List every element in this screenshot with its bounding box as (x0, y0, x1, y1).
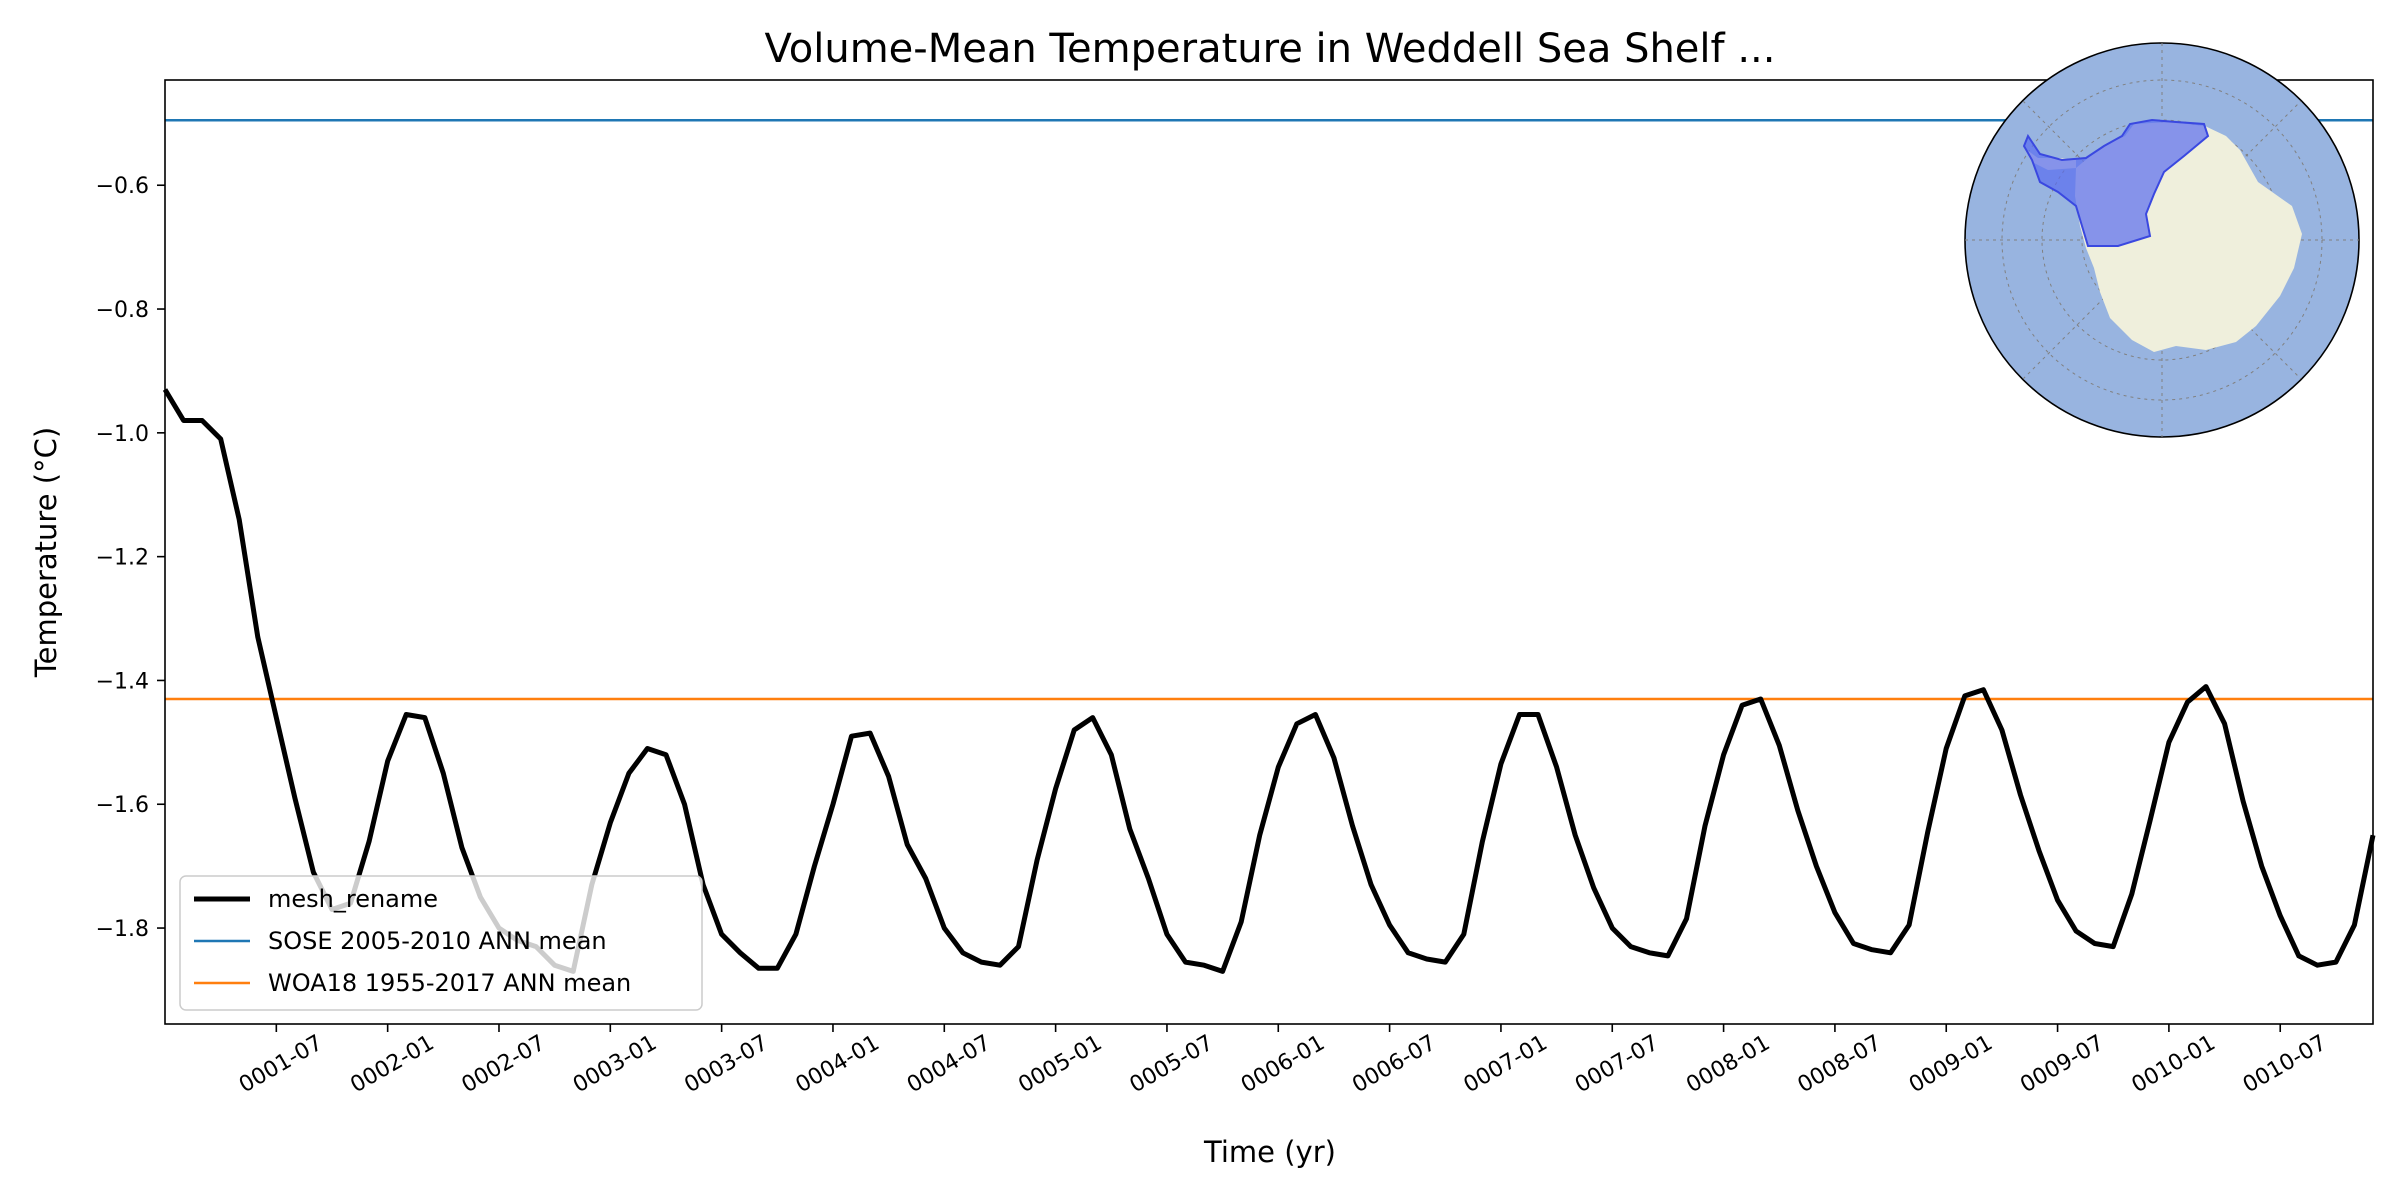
y-tick-label: −1.0 (96, 422, 149, 447)
x-tick-label: 0010-07 (2239, 1031, 2331, 1099)
x-tick-label: 0001-07 (235, 1031, 327, 1099)
x-tick-label: 0009-01 (1905, 1031, 1997, 1099)
plot-frame (164, 79, 2374, 1025)
x-tick-label: 0003-07 (680, 1031, 772, 1099)
x-tick-label: 0006-01 (1237, 1031, 1329, 1099)
y-tick-label: −1.6 (96, 793, 149, 818)
legend: mesh_rename SOSE 2005-2010 ANN mean WOA1… (179, 875, 703, 1011)
y-tick-label: −1.4 (96, 669, 149, 694)
legend-label-sose: SOSE 2005-2010 ANN mean (268, 927, 607, 955)
x-tick-label: 0005-01 (1014, 1031, 1106, 1099)
x-tick-label: 0006-07 (1348, 1031, 1440, 1099)
weddell-sea-region (2022, 118, 2210, 247)
x-tick-label: 0002-01 (346, 1031, 438, 1099)
x-axis-ticks: 0001-07 0002-01 0002-07 0003-01 0003-07 0004-… (235, 1024, 2331, 1098)
x-tick-label: 0004-07 (903, 1031, 995, 1099)
y-tick-label: −0.8 (96, 298, 149, 323)
y-axis-ticks: −0.6 −0.8 −1.0 −1.2 −1.4 −1.6 −1.8 (96, 174, 165, 942)
x-tick-label: 0002-07 (458, 1031, 550, 1099)
x-tick-label: 0007-01 (1460, 1031, 1552, 1099)
y-tick-label: −0.6 (96, 174, 149, 199)
legend-label-mesh-rename: mesh_rename (268, 885, 438, 913)
x-tick-label: 0005-07 (1126, 1031, 1218, 1099)
y-tick-label: −1.8 (96, 917, 149, 942)
chart-title: Volume-Mean Temperature in Weddell Sea S… (765, 26, 1776, 72)
y-axis-label: Temperature (°C) (29, 427, 63, 678)
x-tick-label: 0003-01 (569, 1031, 661, 1099)
y-tick-label: −1.2 (96, 546, 149, 571)
x-axis-label: Time (yr) (1203, 1135, 1336, 1169)
x-tick-label: 0007-07 (1571, 1031, 1663, 1099)
x-tick-label: 0008-01 (1682, 1031, 1774, 1099)
x-tick-label: 0004-01 (792, 1031, 884, 1099)
x-tick-label: 0009-07 (2016, 1031, 2108, 1099)
legend-box (179, 875, 703, 1011)
legend-label-woa18: WOA18 1955-2017 ANN mean (268, 969, 631, 997)
x-tick-label: 0010-01 (2128, 1031, 2220, 1099)
x-tick-label: 0008-07 (1794, 1031, 1886, 1099)
antarctica-inset-map (1964, 42, 2360, 438)
